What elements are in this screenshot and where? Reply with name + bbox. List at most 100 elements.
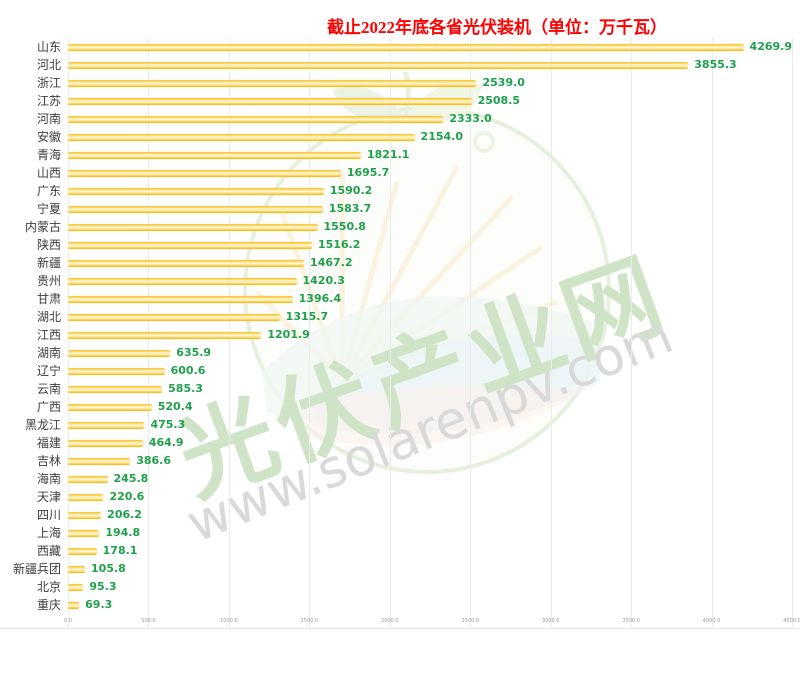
- bar: [68, 403, 152, 411]
- category-label: 湖南: [36, 346, 61, 360]
- chart-row: 新疆兵团 105.8: [13, 560, 792, 578]
- x-axis-tick-label: 4000.0: [702, 618, 721, 624]
- value-label: 600.6: [170, 364, 206, 377]
- bar: [68, 511, 102, 519]
- bar: [68, 601, 80, 609]
- bar: [68, 277, 297, 285]
- category-label: 山西: [36, 166, 61, 180]
- chart-row: 贵州 1420.3: [37, 272, 792, 290]
- chart-row: 广东 1590.2: [37, 182, 792, 200]
- bar: [68, 259, 305, 267]
- x-axis-tick-label: 2000.0: [381, 618, 399, 624]
- chart-row: 上海 194.8: [37, 524, 792, 542]
- value-label: 520.4: [157, 400, 193, 413]
- bar: [68, 421, 145, 429]
- value-label: 2333.0: [449, 112, 492, 125]
- bar: [68, 493, 104, 501]
- category-label: 西藏: [36, 544, 61, 558]
- bar: [68, 97, 472, 105]
- value-label: 206.2: [107, 508, 142, 521]
- value-label: 1396.4: [298, 292, 342, 305]
- value-label: 1420.3: [302, 274, 345, 287]
- value-label: 1590.2: [329, 184, 373, 197]
- bar: [68, 439, 143, 447]
- category-label: 上海: [36, 526, 61, 540]
- bar: [68, 79, 477, 87]
- value-label: 105.8: [91, 562, 126, 575]
- category-label: 天津: [36, 490, 61, 504]
- bar: [68, 241, 312, 249]
- chart-row: 河南 2333.0: [37, 110, 792, 128]
- value-label: 585.3: [168, 382, 203, 395]
- chart-row: 江西 1201.9: [37, 326, 792, 344]
- chart-title: 截止2022年底各省光伏装机（单位：万千瓦）: [327, 18, 667, 37]
- category-label: 黑龙江: [24, 418, 61, 432]
- value-label: 1467.2: [310, 256, 353, 269]
- x-axis-tick-label: 3000.0: [541, 618, 560, 624]
- value-label: 1550.8: [323, 220, 366, 233]
- category-label: 甘肃: [36, 292, 61, 306]
- chart-row: 江苏 2508.5: [37, 92, 792, 110]
- x-axis-tick-label: 1500.0: [300, 618, 319, 624]
- category-label: 内蒙古: [24, 220, 61, 234]
- chart-row: 浙江 2539.0: [37, 74, 792, 92]
- gridline: [792, 38, 793, 628]
- gridline: [631, 38, 633, 628]
- category-label: 贵州: [36, 274, 61, 288]
- chart-row: 湖北 1315.7: [37, 308, 792, 326]
- value-label: 1201.9: [267, 328, 310, 341]
- category-label: 福建: [36, 436, 61, 450]
- chart-row: 陕西 1516.2: [37, 236, 792, 254]
- bar: [68, 61, 689, 69]
- chart-row: 黑龙江 475.3: [25, 416, 792, 434]
- category-label: 青海: [36, 148, 61, 162]
- category-label: 湖北: [36, 310, 61, 324]
- chart-row: 山西 1695.7: [37, 164, 792, 182]
- chart-row: 广西 520.4: [37, 398, 792, 416]
- value-label: 194.8: [105, 526, 141, 539]
- gridline: [711, 38, 713, 628]
- value-label: 475.3: [150, 418, 186, 431]
- value-label: 2154.0: [420, 130, 463, 143]
- x-axis-tick-label: 4500.0: [783, 618, 800, 624]
- value-label: 178.1: [102, 544, 138, 557]
- bar: [68, 547, 97, 555]
- gridline: [470, 38, 472, 628]
- category-label: 安徽: [36, 130, 61, 144]
- category-label: 江西: [36, 328, 61, 342]
- chart-bottom-border: [0, 628, 800, 629]
- value-label: 2508.5: [477, 94, 521, 107]
- x-axis-tick-label: 2500.0: [461, 618, 479, 624]
- bar: [68, 457, 131, 465]
- chart-row: 辽宁 600.6: [37, 362, 792, 380]
- value-label: 3855.3: [694, 58, 737, 71]
- category-label: 重庆: [36, 598, 61, 612]
- bar: [68, 43, 744, 51]
- chart-row: 新疆 1467.2: [37, 254, 792, 272]
- bar: [68, 349, 171, 357]
- value-label: 1695.7: [346, 166, 390, 179]
- value-label: 1516.2: [317, 238, 361, 251]
- chart-row: 重庆 69.3: [37, 596, 792, 614]
- category-label: 海南: [36, 472, 61, 486]
- chart-row: 天津 220.6: [37, 488, 792, 506]
- category-label: 广西: [36, 400, 61, 414]
- chart-row: 四川 206.2: [37, 506, 792, 524]
- category-label: 广东: [36, 184, 61, 198]
- category-label: 陕西: [36, 238, 61, 252]
- bar: [68, 565, 86, 573]
- bar: [68, 133, 415, 141]
- category-label: 新疆兵团: [12, 562, 61, 576]
- value-label: 464.9: [148, 436, 184, 449]
- value-label: 4269.9: [749, 40, 792, 53]
- value-label: 1583.7: [328, 202, 372, 215]
- category-label: 浙江: [36, 76, 61, 90]
- category-label: 宁夏: [36, 202, 61, 216]
- bar: [68, 151, 361, 159]
- gridline: [550, 38, 552, 628]
- value-label: 245.8: [113, 472, 149, 485]
- chart-row: 山东 4269.9: [37, 38, 792, 56]
- category-label: 河北: [36, 58, 61, 72]
- chart-row: 西藏 178.1: [37, 542, 792, 560]
